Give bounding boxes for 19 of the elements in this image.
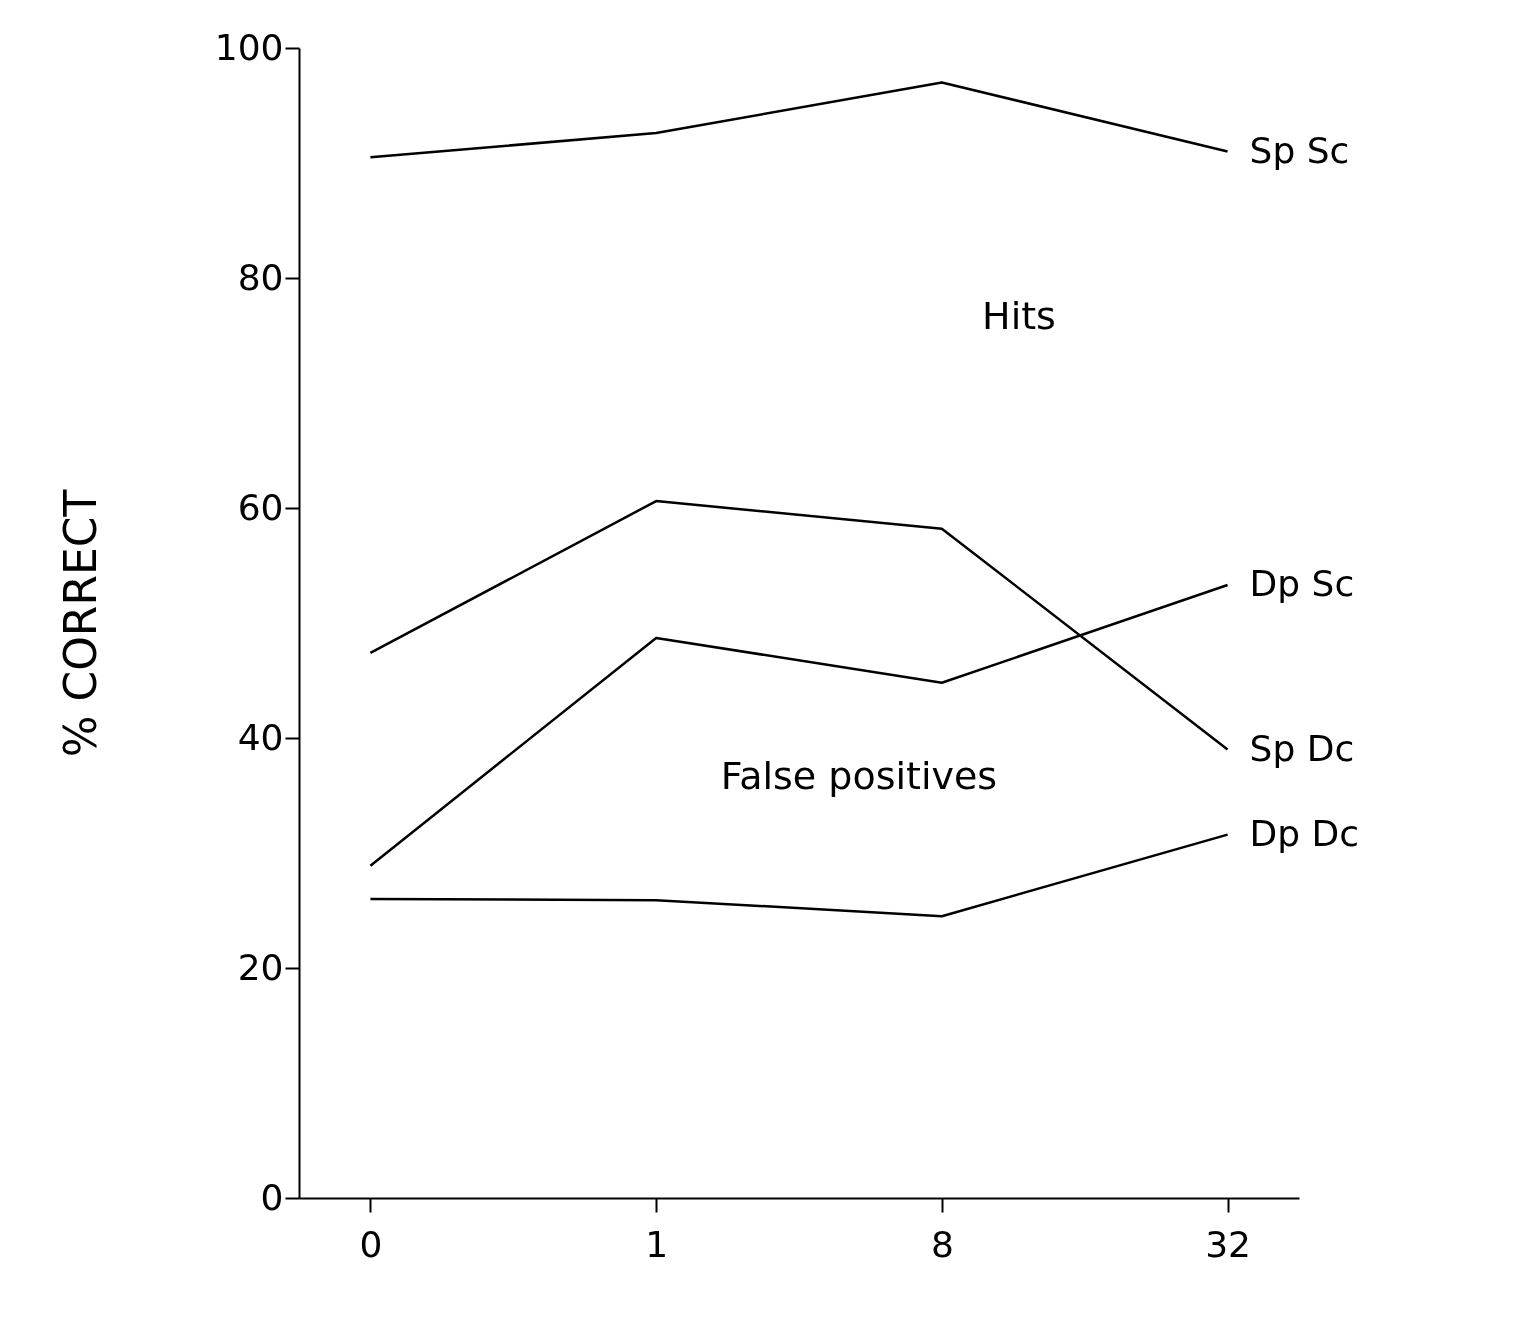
line-series bbox=[369, 833, 1229, 918]
series-label: Sp Sc bbox=[1249, 129, 1350, 171]
x-tick-label: 1 bbox=[645, 1223, 669, 1265]
annotation: False positives bbox=[720, 754, 998, 798]
series-label: Sp Dc bbox=[1249, 727, 1355, 769]
y-tick-label: 0 bbox=[260, 1176, 284, 1218]
series-label: Dp Dc bbox=[1249, 812, 1360, 854]
x-tick-label: 32 bbox=[1205, 1223, 1251, 1265]
y-axis-title: % CORRECT bbox=[54, 489, 106, 758]
series-label: Dp Sc bbox=[1249, 563, 1355, 605]
line-series bbox=[369, 81, 1229, 159]
annotation: Hits bbox=[982, 294, 1056, 338]
x-tick-label: 0 bbox=[359, 1223, 383, 1265]
y-tick-label: 100 bbox=[214, 26, 284, 68]
y-tick-label: 20 bbox=[237, 946, 284, 988]
y-tick-label: 60 bbox=[237, 486, 284, 528]
y-tick-label: 40 bbox=[237, 716, 284, 758]
y-tick-label: 80 bbox=[237, 256, 284, 298]
x-tick-label: 8 bbox=[930, 1223, 954, 1265]
